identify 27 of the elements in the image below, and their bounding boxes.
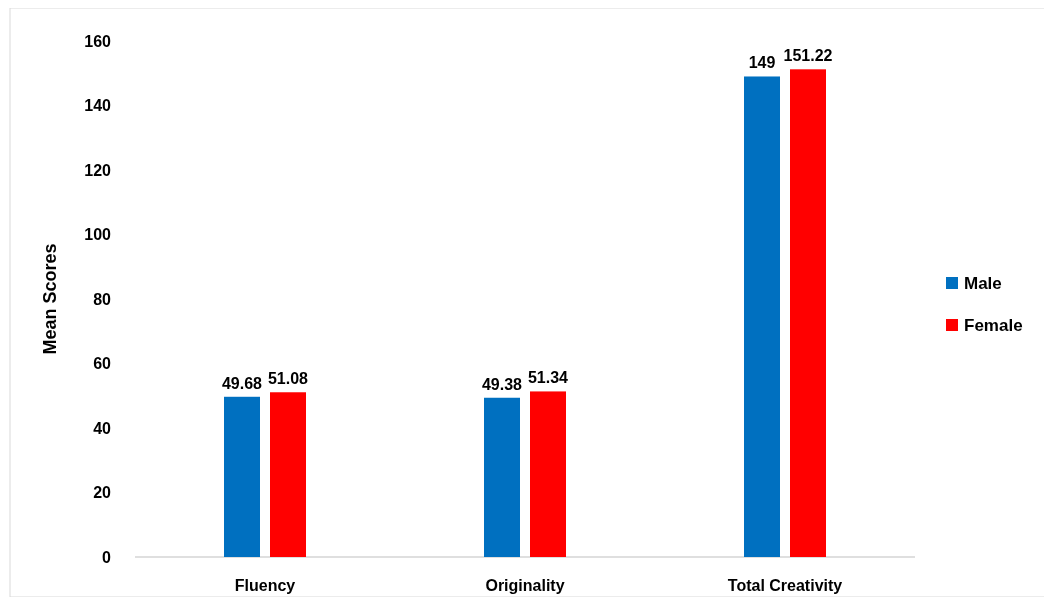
bar (484, 397, 520, 557)
data-label: 51.08 (267, 370, 309, 388)
bar (744, 76, 780, 557)
legend-label: Male (964, 273, 1002, 293)
bar (790, 69, 826, 557)
x-tick-label: Total Creativity (727, 577, 843, 594)
data-label: 151.22 (783, 47, 833, 65)
bar (270, 392, 306, 557)
data-label: 49.68 (221, 374, 263, 392)
x-tick-label: Fluency (234, 577, 296, 594)
bar (224, 396, 260, 557)
data-label: 51.34 (527, 369, 569, 387)
y-tick-label: 60 (93, 355, 112, 373)
y-tick-label: 0 (102, 548, 112, 566)
y-tick-label: 20 (93, 484, 112, 502)
data-label: 49.38 (481, 375, 523, 393)
bar (530, 391, 566, 557)
y-tick-label: 160 (84, 32, 112, 50)
y-tick-label: 80 (93, 290, 112, 308)
y-tick-label: 140 (84, 97, 112, 115)
x-tick-label: Originality (485, 577, 565, 594)
data-label: 149 (748, 54, 776, 72)
y-tick-label: 100 (84, 226, 112, 244)
y-axis-title: Mean Scores (40, 243, 60, 355)
y-tick-label: 120 (84, 161, 112, 179)
y-tick-label: 40 (93, 419, 112, 437)
legend-label: Female (964, 315, 1023, 335)
